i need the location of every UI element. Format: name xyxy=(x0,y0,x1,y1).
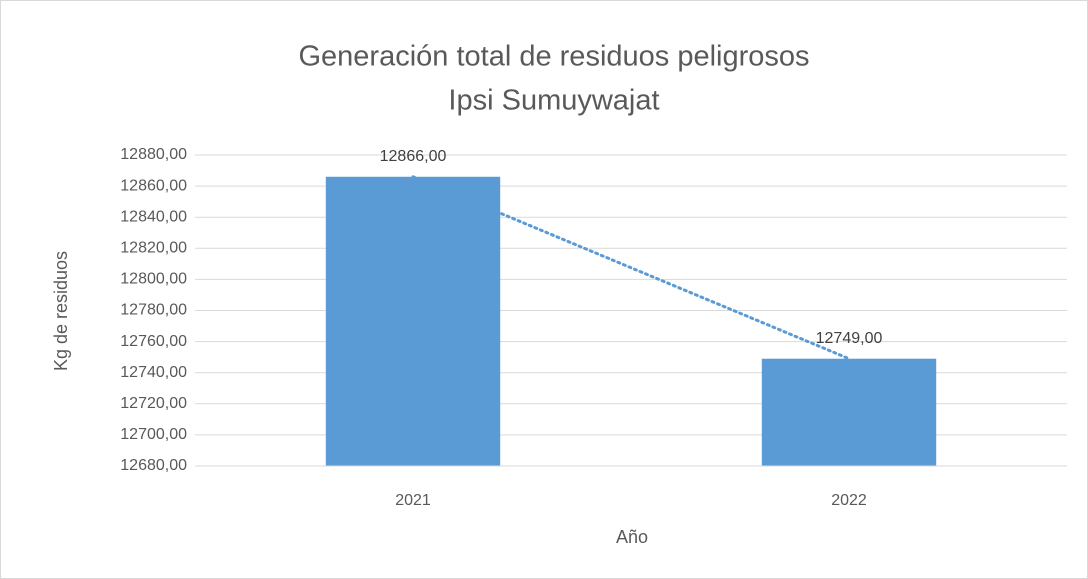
chart-title: Generación total de residuos peligrosos xyxy=(298,41,809,73)
x-tick-label: 2021 xyxy=(395,492,431,509)
y-tick-label: 12720,00 xyxy=(120,395,187,412)
y-tick-label: 12840,00 xyxy=(120,208,187,225)
y-tick-label: 12760,00 xyxy=(120,333,187,350)
y-tick-label: 12740,00 xyxy=(120,364,187,381)
y-tick-label: 12860,00 xyxy=(120,177,187,194)
x-axis-title: Año xyxy=(616,527,648,547)
y-tick-label: 12820,00 xyxy=(120,240,187,257)
bar xyxy=(761,358,937,466)
trendline xyxy=(411,175,851,361)
x-tick-label: 2022 xyxy=(831,492,867,509)
y-tick-label: 12680,00 xyxy=(120,457,187,474)
y-axis-title: Kg de residuos xyxy=(51,251,71,371)
bar xyxy=(325,176,501,466)
data-label: 12749,00 xyxy=(816,330,883,347)
y-tick-label: 12700,00 xyxy=(120,426,187,443)
y-tick-label: 12800,00 xyxy=(120,271,187,288)
data-label: 12866,00 xyxy=(380,148,447,165)
y-tick-label: 12880,00 xyxy=(120,146,187,163)
chart-title: Ipsi Sumuywajat xyxy=(448,85,659,117)
y-tick-label: 12780,00 xyxy=(120,302,187,319)
